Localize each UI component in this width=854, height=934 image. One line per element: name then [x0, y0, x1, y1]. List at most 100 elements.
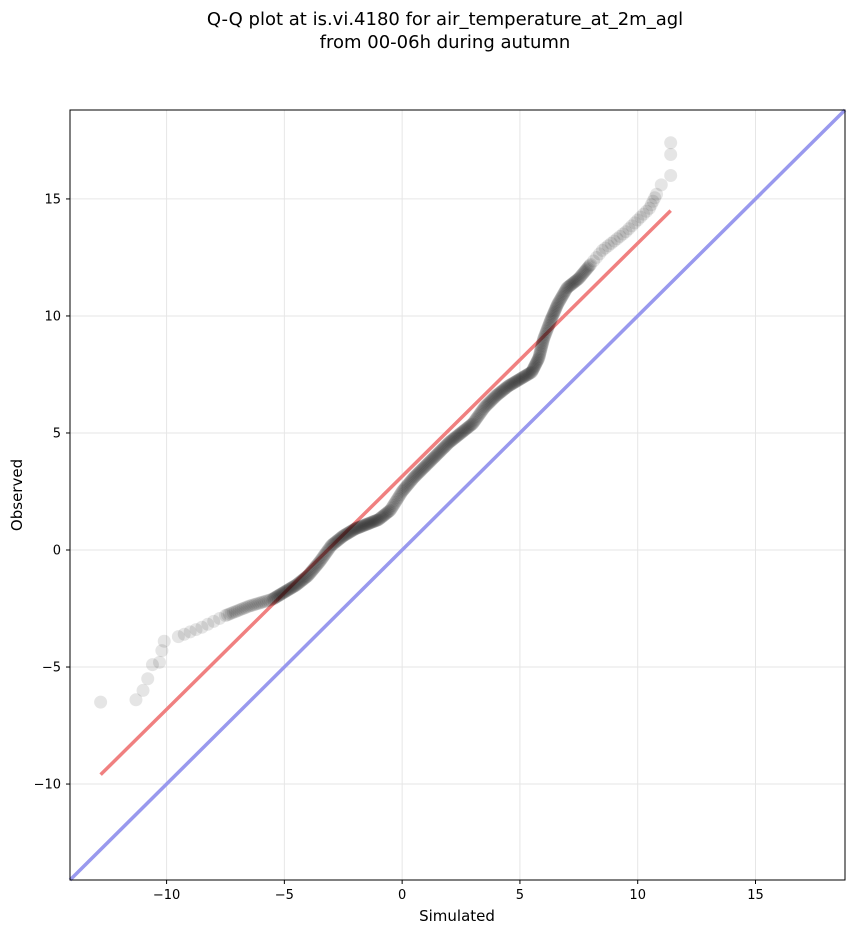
qq-point: [226, 605, 240, 619]
qq-point: [517, 370, 531, 384]
qq-point: [592, 247, 606, 261]
qq-point: [296, 573, 310, 587]
qq-point: [379, 506, 393, 520]
qq-point: [171, 630, 185, 644]
qq-point: [541, 321, 555, 335]
y-axis-label: Observed: [8, 459, 26, 531]
qq-point: [360, 517, 374, 531]
qq-point: [267, 592, 281, 606]
qq-point: [376, 509, 390, 523]
qq-point: [577, 266, 591, 280]
qq-point: [495, 384, 509, 398]
qq-point: [334, 531, 348, 545]
qq-point: [445, 433, 459, 447]
qq-point: [453, 427, 467, 441]
qq-point: [462, 420, 476, 434]
qq-point: [399, 480, 413, 494]
qq-point: [326, 537, 340, 551]
x-tick-label: 0: [398, 888, 406, 903]
qq-point: [282, 582, 296, 596]
qq-point: [522, 367, 536, 381]
qq-point: [352, 520, 366, 534]
qq-point: [526, 363, 540, 377]
qq-point: [408, 469, 422, 483]
reference-lines: [68, 108, 847, 882]
qq-point: [427, 451, 441, 465]
qq-point: [575, 268, 589, 282]
qq-point: [465, 417, 479, 431]
qq-point: [556, 288, 570, 302]
qq-point: [581, 261, 595, 275]
qq-point: [153, 655, 167, 669]
y-tick-label: −10: [34, 778, 61, 793]
qq-point: [498, 382, 512, 396]
qq-point: [405, 473, 419, 487]
qq-point: [228, 605, 242, 619]
qq-point: [664, 136, 678, 150]
qq-point: [637, 207, 651, 221]
qq-point: [555, 289, 569, 303]
qq-point: [321, 544, 335, 558]
qq-point: [483, 394, 497, 408]
qq-point: [351, 521, 365, 535]
qq-point: [576, 267, 590, 281]
qq-point: [537, 331, 551, 345]
qq-point: [409, 468, 423, 482]
qq-point: [278, 585, 292, 599]
qq-point: [619, 225, 633, 239]
qq-point: [550, 299, 564, 313]
qq-point: [497, 382, 511, 396]
qq-point: [317, 549, 331, 563]
qq-point: [521, 367, 535, 381]
qq-point: [353, 520, 367, 534]
qq-point: [440, 437, 454, 451]
qq-point: [444, 434, 458, 448]
qq-point: [141, 672, 155, 686]
qq-point: [583, 259, 597, 273]
qq-point: [520, 368, 534, 382]
qq-point: [302, 568, 316, 582]
qq-point: [554, 292, 568, 306]
qq-point: [448, 431, 462, 445]
qq-point: [383, 503, 397, 517]
qq-point: [388, 495, 402, 509]
qq-point: [545, 311, 559, 325]
qq-point: [654, 178, 668, 192]
qq-point: [478, 400, 492, 414]
qq-point: [524, 366, 538, 380]
qq-point: [561, 280, 575, 294]
qq-point: [542, 318, 556, 332]
qq-point: [380, 506, 394, 520]
qq-point: [425, 453, 439, 467]
qq-point: [549, 301, 563, 315]
qq-point: [382, 504, 396, 518]
qq-point: [461, 421, 475, 435]
qq-point: [438, 439, 452, 453]
qq-point: [349, 522, 363, 536]
qq-point: [523, 366, 537, 380]
qq-point: [389, 494, 403, 508]
qq-point: [403, 475, 417, 489]
qq-point: [485, 392, 499, 406]
qq-point: [363, 516, 377, 530]
qq-point: [407, 470, 421, 484]
qq-point: [276, 586, 290, 600]
qq-point: [312, 556, 326, 570]
qq-point: [486, 391, 500, 405]
qq-point: [415, 463, 429, 477]
qq-point: [539, 326, 553, 340]
qq-point: [441, 436, 455, 450]
y-tick-label: −5: [42, 661, 61, 676]
qq-point: [432, 445, 446, 459]
qq-point: [332, 532, 346, 546]
qq-point: [547, 305, 561, 319]
qq-point: [292, 576, 306, 590]
qq-point: [475, 404, 489, 418]
qq-point: [616, 227, 630, 241]
qq-point: [506, 376, 520, 390]
qq-point: [424, 454, 438, 468]
qq-point: [439, 438, 453, 452]
qq-point: [513, 372, 527, 386]
qq-point: [466, 417, 480, 431]
qq-point: [546, 307, 560, 321]
